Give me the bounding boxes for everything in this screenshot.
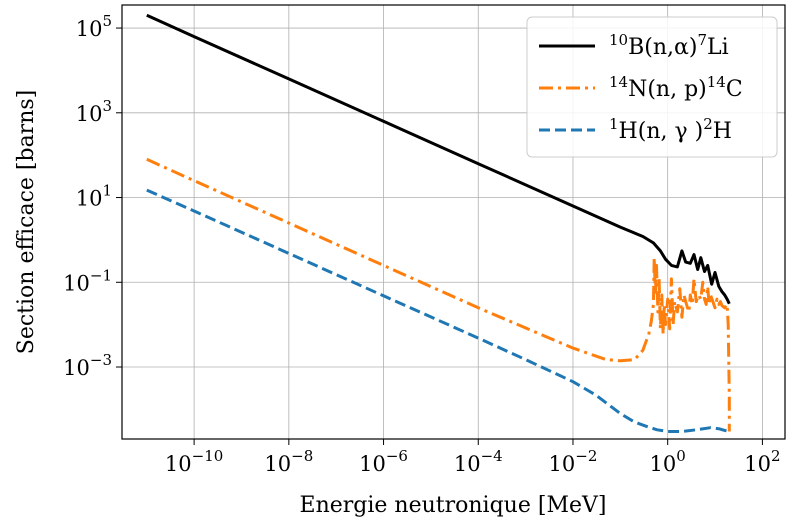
legend-box <box>526 16 778 158</box>
x-tick-label: 10−6 <box>359 447 408 476</box>
x-tick-label: 10−4 <box>454 447 503 476</box>
series-layer <box>146 13 731 433</box>
series-line-0 <box>146 13 731 305</box>
legend: 10B(n,α)7Li 14N(n, p)14C 1H(n, γ )2H <box>526 16 778 158</box>
series-line-1 <box>146 157 731 432</box>
x-tick-label: 100 <box>650 447 686 476</box>
series-line-2 <box>146 188 730 433</box>
x-tick-label: 10−2 <box>549 447 598 476</box>
y-tick-label: 10−3 <box>63 351 112 380</box>
x-axis-label: Energie neutronique [MeV] <box>300 493 607 518</box>
x-tick-label: 10−10 <box>165 447 223 476</box>
x-tick-label: 10−8 <box>264 447 313 476</box>
y-tick-label: 105 <box>76 12 112 41</box>
legend-entry-2: 1H(n, γ )2H <box>609 115 732 144</box>
x-tick-label: 102 <box>744 447 780 476</box>
y-tick-label: 101 <box>76 182 112 211</box>
y-tick-label: 10−1 <box>63 266 112 295</box>
legend-entry-0: 10B(n,α)7Li <box>609 31 729 60</box>
y-tick-label: 103 <box>76 97 112 126</box>
y-axis-ticks: 10−3 10−1 101 103 105 <box>63 12 122 380</box>
plot-frame <box>121 4 786 440</box>
y-axis-label: Section efficace [barns] <box>14 90 39 355</box>
x-axis-ticks: 10−10 10−8 10−6 10−4 10−2 100 102 <box>165 439 781 476</box>
legend-entry-1: 14N(n, p)14C <box>609 73 743 102</box>
